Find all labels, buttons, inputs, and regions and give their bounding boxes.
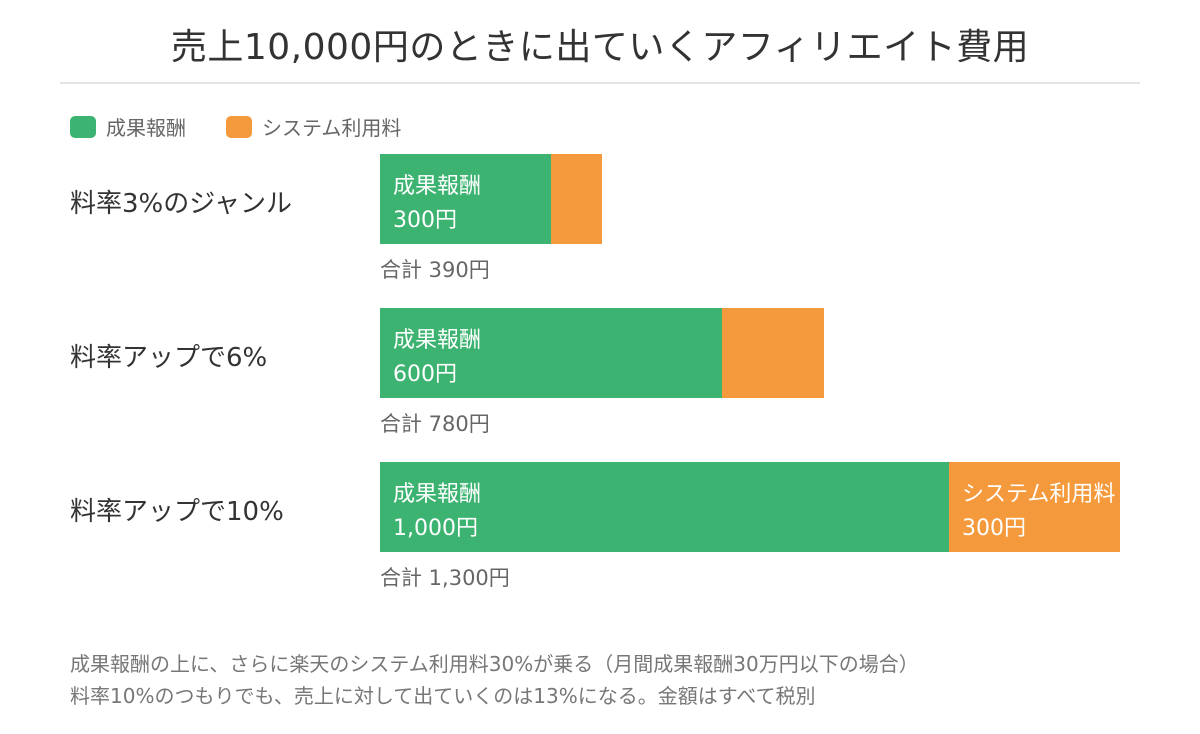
segment-name-system-fee-3: システム利用料 <box>962 482 1116 507</box>
segment-name-commission-1: 成果報酬 <box>393 174 482 199</box>
total-label-3: 合計 1,300円 <box>380 566 510 590</box>
segment-value-commission-3: 1,000円 <box>393 516 478 541</box>
legend: 成果報酬 システム利用料 <box>70 112 441 141</box>
total-label-2: 合計 780円 <box>380 412 490 436</box>
legend-swatch-commission <box>70 115 96 138</box>
segment-value-commission-1: 300円 <box>393 208 457 233</box>
bar-segment-commission-2: 成果報酬 600円 <box>380 308 722 398</box>
title-divider <box>60 82 1140 84</box>
legend-label-system-fee: システム利用料 <box>262 116 402 140</box>
bar-segment-commission-3: 成果報酬 1,000円 <box>380 462 949 552</box>
footnote-1: 成果報酬の上に、さらに楽天のシステム利用料30%が乗る（月間成果報酬30万円以下… <box>70 652 919 676</box>
legend-item-system-fee: システム利用料 <box>226 112 401 141</box>
bar-segment-commission-1: 成果報酬 300円 <box>380 154 551 244</box>
legend-item-commission: 成果報酬 <box>70 112 186 141</box>
category-label-3: 料率アップで10% <box>70 497 284 527</box>
segment-name-commission-3: 成果報酬 <box>393 482 482 507</box>
footnote-2: 料率10%のつもりでも、売上に対して出ていくのは13%になる。金額はすべて税別 <box>70 684 816 708</box>
total-label-1: 合計 390円 <box>380 258 490 282</box>
category-label-1: 料率3%のジャンル <box>70 189 292 219</box>
legend-label-commission: 成果報酬 <box>106 116 186 140</box>
segment-name-commission-2: 成果報酬 <box>393 328 482 353</box>
bar-segment-system-fee-3: システム利用料 300円 <box>949 462 1120 552</box>
segment-value-commission-2: 600円 <box>393 362 457 387</box>
bar-segment-system-fee-1 <box>551 154 602 244</box>
bar-segment-system-fee-2 <box>722 308 824 398</box>
legend-swatch-system-fee <box>226 115 252 138</box>
chart-title: 売上10,000円のときに出ていくアフィリエイト費用 <box>170 27 1030 68</box>
segment-value-system-fee-3: 300円 <box>962 516 1026 541</box>
category-label-2: 料率アップで6% <box>70 343 268 373</box>
